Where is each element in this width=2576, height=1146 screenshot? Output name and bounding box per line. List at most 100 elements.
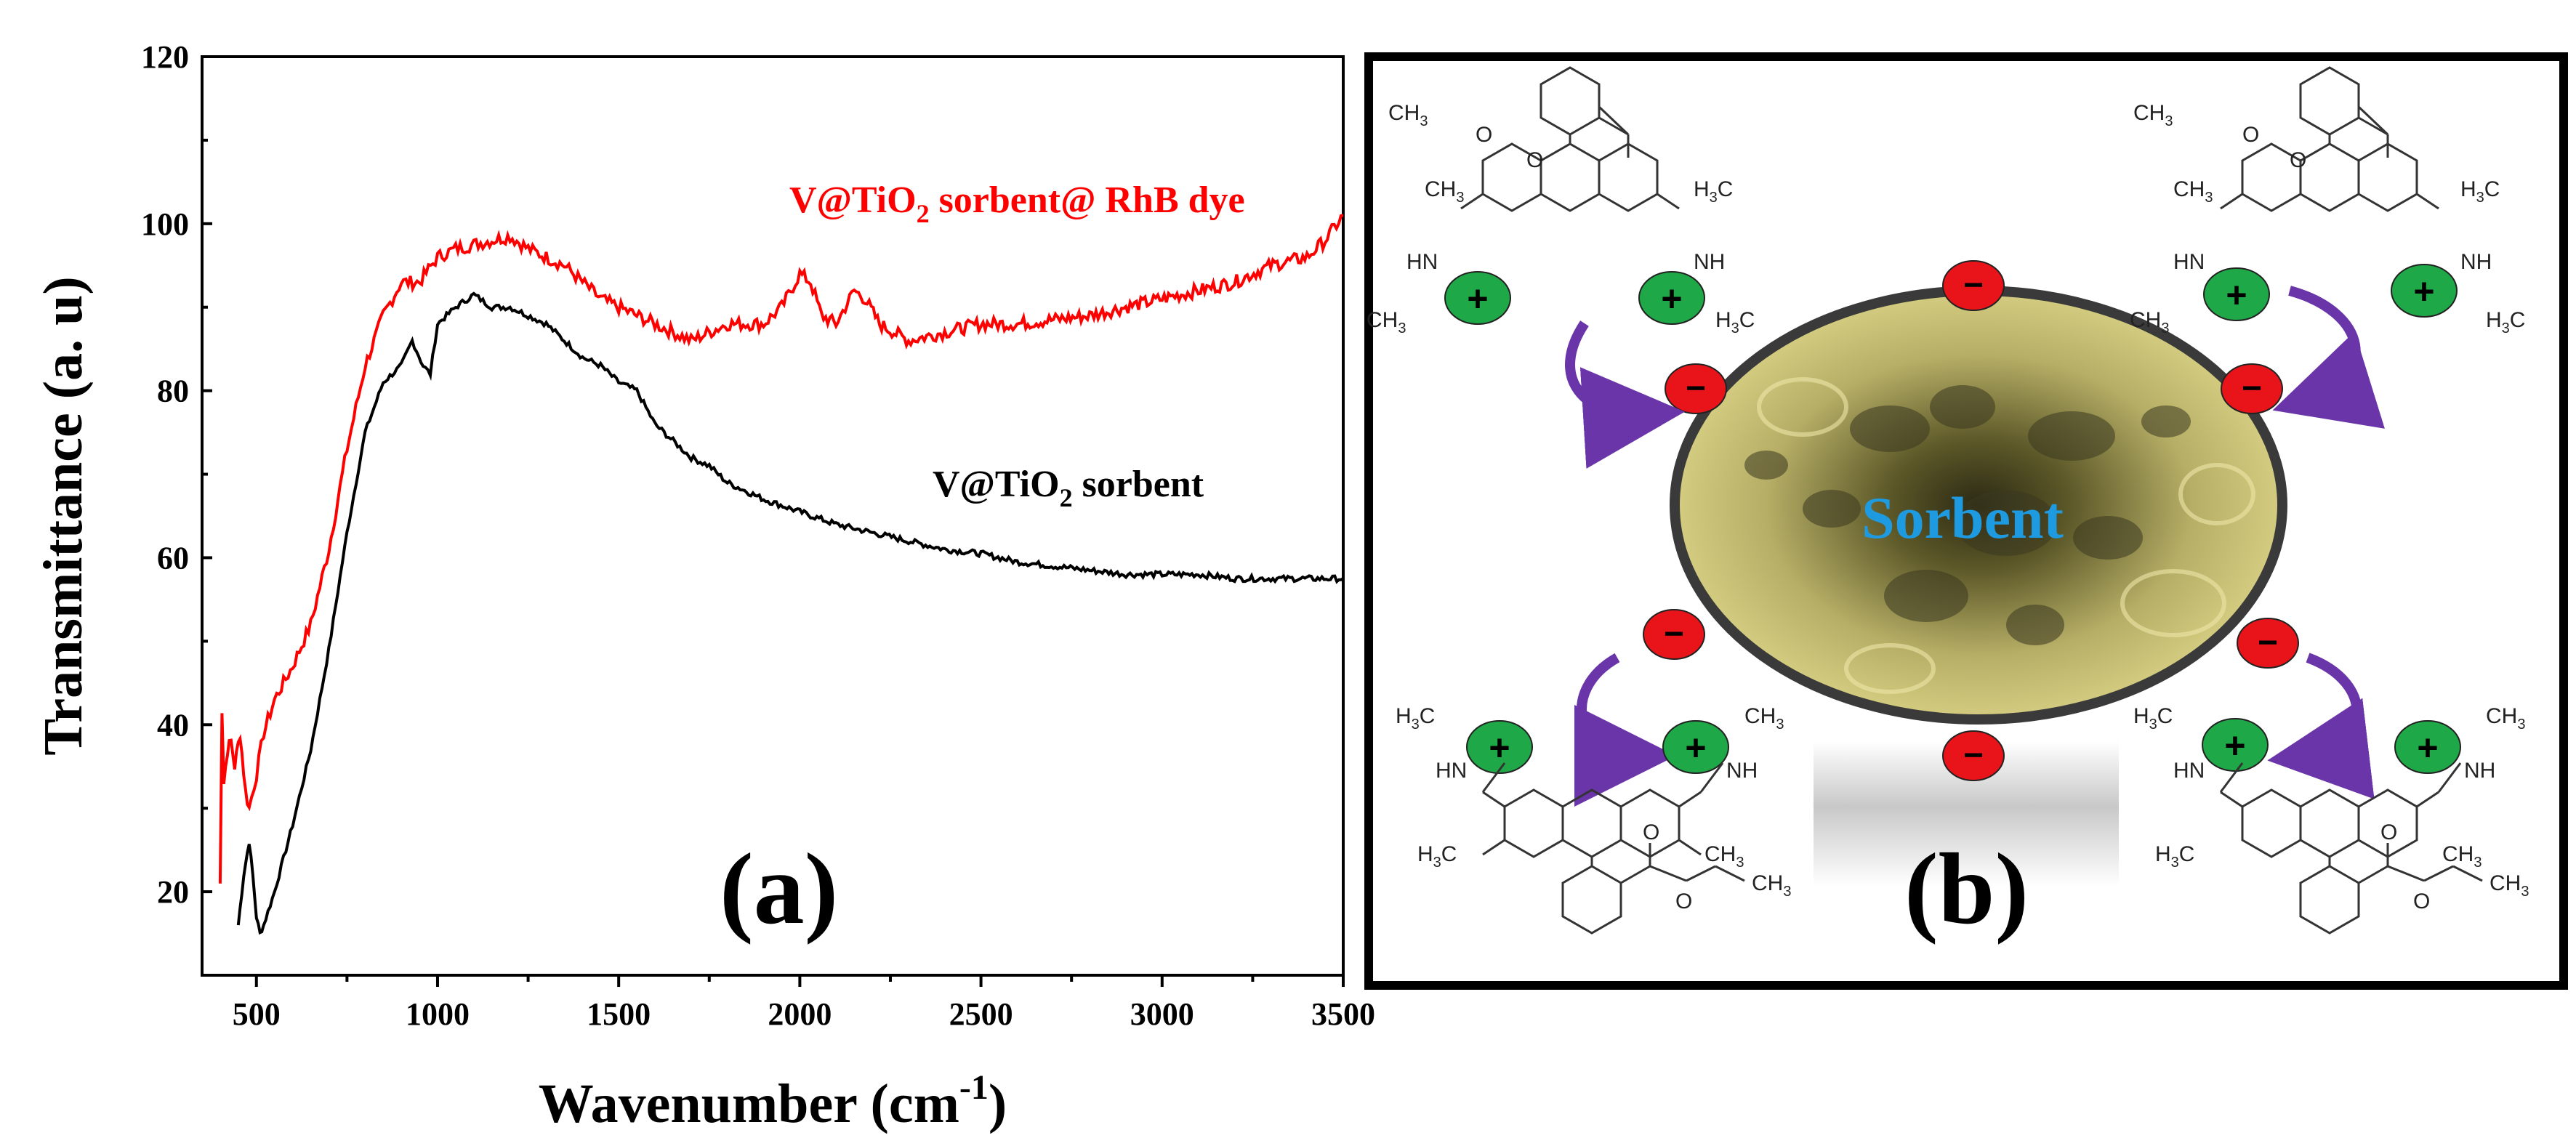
x-tick-label: 3000: [1130, 996, 1194, 1032]
y-tick-label: 20: [157, 874, 189, 910]
positive-charge-br-2: +: [2394, 720, 2461, 774]
positive-charge-bl-2: +: [1662, 720, 1729, 774]
positive-charge-tl-1: +: [1444, 271, 1511, 325]
series-line-sorbent: [236, 291, 1344, 935]
x-tick-label: 1000: [406, 996, 470, 1032]
svg-text:H3C: H3C: [1396, 704, 1435, 733]
svg-text:O: O: [2290, 148, 2306, 172]
svg-text:+: +: [2224, 725, 2245, 766]
svg-text:NH: NH: [2464, 759, 2495, 783]
svg-text:O: O: [2380, 820, 2397, 844]
svg-text:O: O: [2413, 889, 2430, 913]
y-axis-ticks: 20 40 60 80 100 120: [141, 39, 212, 977]
svg-text:H3C: H3C: [2486, 308, 2525, 336]
svg-text:CH3: CH3: [1367, 308, 1406, 336]
negative-charge-bottom: −: [1942, 730, 2005, 781]
y-tick-label: 120: [141, 39, 189, 75]
svg-text:CH3: CH3: [2486, 704, 2525, 733]
svg-text:CH3: CH3: [2173, 177, 2213, 206]
series-label-rhb-dye: V@TiO2 sorbent@ RhB dye: [789, 179, 1245, 228]
svg-text:HN: HN: [1406, 250, 1438, 274]
arrow-top-left: [1565, 320, 1685, 469]
arrow-bottom-left: [1574, 653, 1676, 807]
svg-text:H3C: H3C: [1417, 842, 1457, 871]
positive-charge-bl-1: +: [1466, 720, 1533, 774]
svg-text:H3C: H3C: [2460, 177, 2500, 206]
svg-text:HN: HN: [1436, 759, 1467, 783]
panel-label-b: (b): [1904, 833, 2029, 945]
svg-text:−: −: [2242, 369, 2262, 408]
svg-text:NH: NH: [1694, 250, 1725, 274]
svg-text:+: +: [1467, 278, 1488, 319]
rhb-molecule-bottom-left: H3C HN NH CH3 H3C CH3 O O CH3: [1396, 704, 1791, 935]
positive-charge-tr-2: +: [2391, 264, 2458, 318]
positive-charges: + + + + + + + +: [1444, 264, 2461, 774]
series-line-rhb-dye: [218, 214, 1344, 884]
svg-text:−: −: [2258, 624, 2278, 662]
svg-text:+: +: [2226, 275, 2247, 315]
chart-panel-a: 20 40 60 80 100 120 500 1000 1500 2000 2500 3000 35…: [33, 39, 1375, 1134]
svg-text:CH3: CH3: [2133, 101, 2173, 129]
y-tick-label: 80: [157, 374, 189, 409]
svg-text:H3C: H3C: [1694, 177, 1733, 206]
svg-text:CH3: CH3: [1425, 177, 1464, 206]
negative-charge-right: −: [2221, 363, 2283, 414]
svg-text:H3C: H3C: [2155, 842, 2194, 871]
arrow-top-right: [2272, 286, 2386, 429]
svg-text:−: −: [1963, 736, 1984, 775]
svg-text:HN: HN: [2173, 759, 2205, 783]
svg-text:O: O: [1675, 889, 1692, 913]
panel-label-a: (a): [720, 833, 838, 945]
svg-text:+: +: [1685, 727, 1706, 768]
x-tick-label: 1500: [587, 996, 651, 1032]
x-axis-ticks: 500 1000 1500 2000 2500 3000 3500: [233, 975, 1375, 1032]
svg-text:CH3: CH3: [2490, 871, 2529, 900]
svg-text:H3C: H3C: [1715, 308, 1755, 336]
arrow-bottom-right: [2267, 653, 2375, 799]
svg-text:CH3: CH3: [2130, 308, 2169, 336]
negative-charge-top: −: [1942, 260, 2005, 311]
x-axis-title: Wavenumber (cm-1): [539, 1068, 1007, 1134]
negative-charge-bottom-left: −: [1643, 609, 1705, 660]
svg-text:H3C: H3C: [2133, 704, 2173, 733]
negative-charge-bottom-right: −: [2237, 618, 2299, 669]
svg-text:CH3: CH3: [1744, 704, 1784, 733]
rhb-molecule-bottom-right: H3C HN NH CH3 H3C CH3 O O CH3: [2133, 704, 2529, 935]
sorbent-particle: [1670, 286, 2287, 725]
rhb-molecule-top-right-labels: CH3 CH3 H3C HN NH CH3 H3C O O: [2130, 101, 2525, 336]
rhb-molecule-top-left: [1460, 66, 1680, 212]
y-tick-label: 40: [157, 707, 189, 743]
svg-text:+: +: [2413, 271, 2434, 312]
svg-text:NH: NH: [2460, 250, 2492, 274]
svg-text:CH3: CH3: [1752, 871, 1791, 900]
rhb-molecule-top-right: [2220, 66, 2439, 212]
positive-charge-br-1: +: [2202, 718, 2269, 772]
schematic-panel-b: Sorbent − − − − − − + + + + + + + +: [1364, 52, 2568, 990]
svg-text:NH: NH: [1726, 759, 1758, 783]
y-axis-title: Transmittance (a. u): [33, 276, 94, 755]
sorbent-label: Sorbent: [1861, 485, 2064, 551]
series-label-sorbent: V@TiO2 sorbent: [933, 464, 1204, 512]
svg-text:O: O: [1526, 148, 1543, 172]
plot-frame: [201, 55, 1345, 977]
y-tick-label: 100: [141, 206, 189, 242]
svg-text:+: +: [2417, 727, 2438, 768]
x-tick-label: 3500: [1311, 996, 1375, 1032]
positive-charge-tr-1: +: [2203, 267, 2270, 321]
y-tick-label: 60: [157, 540, 189, 576]
rhb-molecule-top-left-labels: CH3 CH3 H3C HN NH CH3 H3C O O: [1367, 101, 1755, 336]
svg-text:CH3: CH3: [1704, 842, 1744, 871]
x-tick-label: 2500: [949, 996, 1013, 1032]
svg-text:−: −: [1664, 615, 1684, 653]
svg-text:+: +: [1489, 727, 1510, 768]
svg-text:O: O: [1476, 123, 1492, 147]
x-tick-label: 2000: [768, 996, 832, 1032]
svg-text:+: +: [1661, 278, 1682, 319]
svg-text:O: O: [1643, 820, 1659, 844]
svg-text:HN: HN: [2173, 250, 2205, 274]
svg-text:CH3: CH3: [2442, 842, 2482, 871]
svg-text:−: −: [1686, 369, 1706, 408]
negative-charge-left: −: [1665, 363, 1727, 414]
svg-text:−: −: [1963, 266, 1984, 304]
